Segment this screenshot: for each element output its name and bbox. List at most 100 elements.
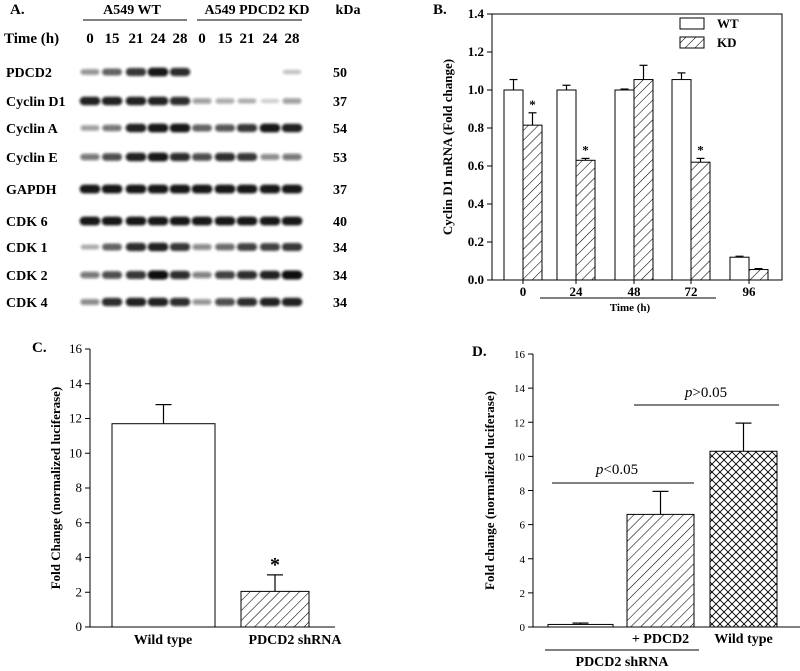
blot-row: CDK 4 34 [6, 296, 347, 311]
comparison-label: p<0.05 [595, 462, 638, 478]
kda-value: 54 [333, 122, 347, 137]
y-tick-label: 16 [69, 341, 83, 356]
blot-rows: PDCD2 50 Cyclin D1 37 Cyclin A 54 Cyclin E 53 GA… [6, 66, 347, 311]
significance-star: * [529, 97, 536, 112]
blot-band [79, 216, 101, 226]
y-tick-label: 12 [514, 417, 525, 429]
time-label: 0 [198, 31, 206, 47]
blot-band [169, 96, 191, 106]
blot-band [259, 184, 281, 194]
y-tick-label: 6 [520, 520, 526, 532]
blot-band [191, 153, 213, 161]
blot-band [169, 297, 191, 307]
blot-band [80, 271, 100, 279]
blot-band [281, 243, 303, 251]
blot-band [236, 124, 258, 132]
blot-band [237, 98, 257, 104]
blot-band [101, 297, 123, 307]
protein-label: GAPDH [6, 183, 57, 198]
blot-row: GAPDH 37 [6, 183, 347, 198]
time-labels: 0 15 21 24 28 0 15 21 24 28 [86, 31, 299, 47]
bar [626, 513, 695, 628]
y-tick-label: 0 [520, 622, 526, 634]
chart-c: 0 2 4 6 8 10 12 14 16 Fold Change (normalized luc… [48, 341, 342, 648]
blot-band [147, 152, 169, 162]
blot-band [147, 297, 169, 307]
y-tick-label: 1.4 [468, 6, 485, 21]
significance-star: * [697, 142, 704, 157]
blot-band [259, 297, 281, 307]
chart-b: 0.0 0.2 0.4 0.6 0.8 1.0 1.2 1.4 Cyclin D1 mRNA (… [440, 6, 783, 314]
chart-d: 0 2 4 6 8 10 12 14 16 Fold change (normalized luc… [482, 349, 800, 670]
blot-band [192, 299, 212, 305]
group-kd-label: A549 PDCD2 KD [205, 3, 310, 18]
blot-band [125, 152, 147, 162]
blot-band [125, 184, 147, 194]
blot-row: CDK 6 40 [6, 215, 347, 230]
blot-band [169, 184, 191, 194]
x-tick-label: 48 [628, 284, 642, 299]
kda-value: 40 [333, 215, 347, 230]
blot-band [281, 216, 303, 226]
bar [111, 423, 216, 628]
kda-value: 37 [333, 183, 347, 198]
y-tick-label: 1.0 [468, 82, 484, 97]
blot-band [147, 123, 169, 133]
blot-band [80, 299, 100, 305]
bar-kd [633, 79, 654, 281]
blot-band [147, 216, 169, 226]
panel-b: B. 0.0 0.2 0.4 0.6 0.8 1.0 1.2 1.4 Cyclin D1 mRN… [433, 2, 783, 314]
blot-band [215, 124, 235, 132]
y-tick-label: 4 [76, 550, 83, 565]
blot-band [282, 98, 302, 104]
blot-row: Cyclin D1 37 [6, 95, 347, 110]
time-header: Time (h) [4, 31, 59, 47]
blot-band [79, 184, 101, 194]
blot-band [80, 125, 100, 131]
panel-d: D. 0 2 4 6 8 10 12 14 16 Fold change (normalized … [472, 344, 800, 670]
blot-band [236, 297, 258, 307]
protein-label: Cyclin A [6, 122, 59, 137]
blot-band [147, 67, 169, 77]
blot-band [169, 152, 191, 162]
blot-band [236, 243, 258, 251]
protein-label: CDK 1 [6, 241, 48, 256]
blot-band [125, 242, 147, 252]
kda-value: 50 [333, 66, 347, 81]
y-tick-label: 2 [520, 588, 526, 600]
significance-star: * [582, 142, 589, 157]
time-label: 24 [263, 31, 279, 47]
y-tick-label: 14 [69, 376, 83, 391]
significance-star: * [270, 554, 280, 576]
blot-band [260, 98, 280, 104]
blot-band [282, 153, 302, 161]
x-tick-label: + PDCD2 [632, 632, 689, 647]
blot-band [192, 98, 212, 104]
y-tick-label: 0.2 [468, 234, 484, 249]
time-label: 24 [151, 31, 167, 47]
bar-wt [556, 89, 577, 281]
bar-kd [690, 161, 711, 281]
blot-band [169, 216, 191, 226]
time-label: 15 [105, 31, 120, 47]
blot-band [259, 270, 281, 280]
x-tick-label: 24 [570, 284, 584, 299]
bar-wt [671, 79, 692, 281]
blot-band [169, 123, 191, 133]
y-tick-label: 0.6 [468, 158, 485, 173]
protein-label: CDK 6 [6, 215, 48, 230]
y-tick-label: 0.8 [468, 120, 485, 135]
blot-band [215, 243, 235, 251]
bar-kd [575, 159, 596, 281]
blot-band [79, 96, 101, 106]
y-tick-label: 8 [520, 486, 526, 498]
p-value: <0.05 [603, 462, 638, 478]
blot-row: CDK 2 34 [6, 269, 347, 284]
x-tick-label: 96 [743, 284, 757, 299]
y-tick-label: 10 [69, 445, 82, 460]
blot-band [260, 154, 280, 160]
kda-value: 34 [333, 296, 347, 311]
blot-band [125, 123, 147, 133]
blot-row: PDCD2 50 [6, 66, 347, 81]
blot-band [214, 216, 236, 226]
